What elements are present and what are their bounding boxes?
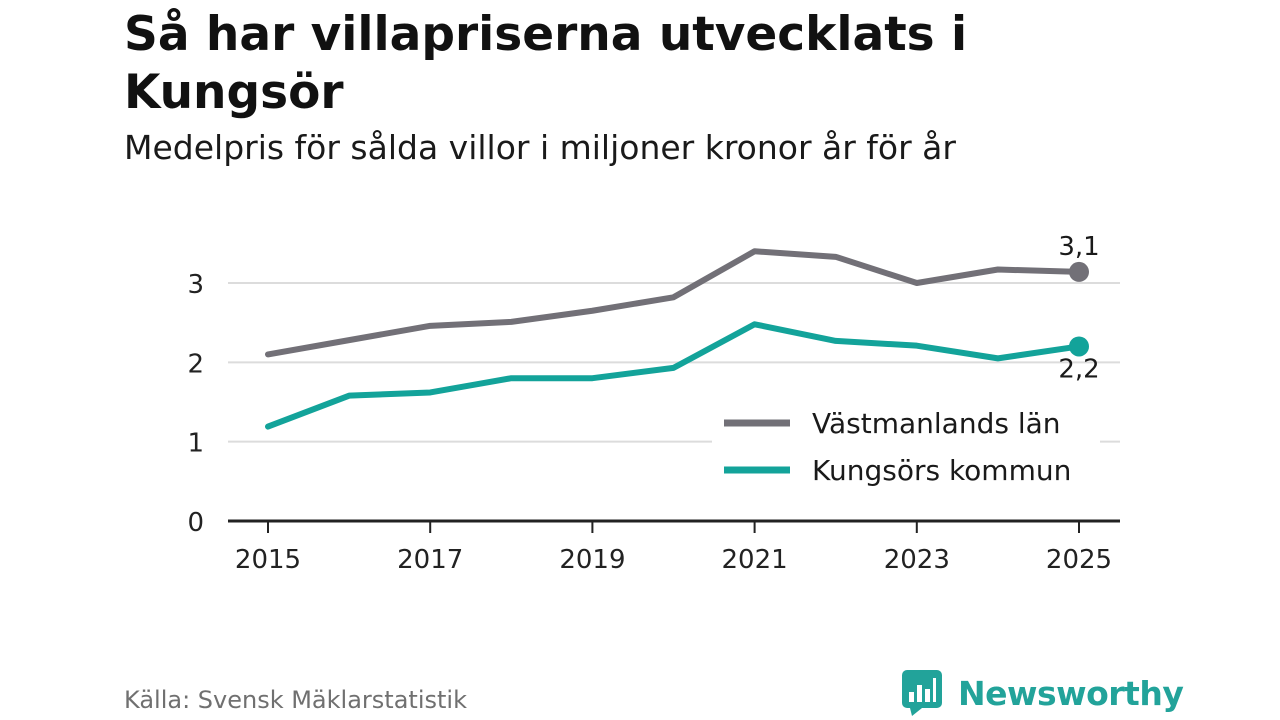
newsworthy-logo: Newsworthy <box>902 670 1184 716</box>
y-tick-label: 3 <box>187 270 204 300</box>
x-tick-label: 2019 <box>559 545 625 575</box>
end-labels: 3,1 2,2 <box>1058 232 1099 385</box>
chart-title: Så har villapriserna utvecklats i Kungsö… <box>124 7 968 120</box>
chart-subtitle: Medelpris för sålda villor i miljoner kr… <box>124 128 956 167</box>
newsworthy-logo-icon <box>902 670 942 716</box>
x-tick-label: 2021 <box>722 545 788 575</box>
series-line <box>265 321 1082 430</box>
legend-label: Västmanlands län <box>812 407 1061 440</box>
x-tick-label: 2025 <box>1046 545 1112 575</box>
x-tick-label: 2017 <box>397 545 463 575</box>
brand-name: Newsworthy <box>958 673 1184 713</box>
source-note: Källa: Svensk Mäklarstatistik <box>124 686 467 714</box>
series-end-label: 2,2 <box>1058 354 1099 384</box>
legend-label: Kungsörs kommun <box>812 454 1071 487</box>
series-end-label: 3,1 <box>1058 232 1099 262</box>
series <box>265 248 1089 430</box>
x-tick-label: 2023 <box>884 545 950 575</box>
y-tick-label: 0 <box>187 508 204 538</box>
series-end-point <box>1069 261 1089 282</box>
y-tick-label: 2 <box>187 349 204 379</box>
x-tick-label: 2015 <box>235 545 301 575</box>
axes: 0 1 2 3 2015 2017 2019 2021 2023 2025 <box>187 270 1120 575</box>
series-line <box>265 248 1082 358</box>
y-tick-label: 1 <box>187 429 204 459</box>
legend-background <box>712 400 1100 496</box>
legend: Västmanlands län Kungsörs kommun <box>712 400 1100 496</box>
series-end-point <box>1069 336 1089 357</box>
